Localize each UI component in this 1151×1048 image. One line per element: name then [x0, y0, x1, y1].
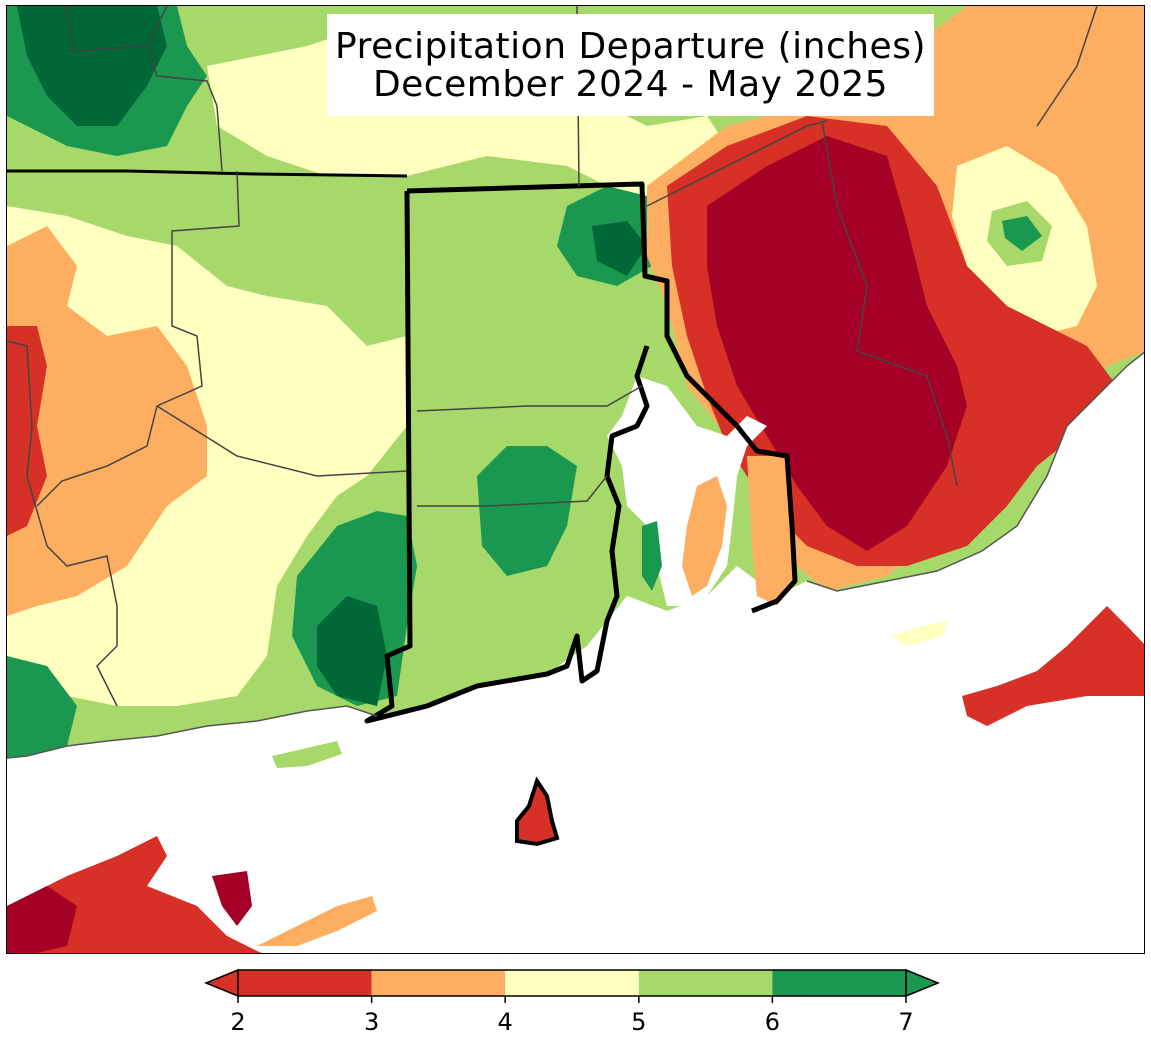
colorbar-over-arrow	[905, 968, 940, 998]
long-island-dark	[7, 886, 77, 953]
band-7plus-southcentral	[317, 596, 387, 706]
band-6-7-east	[1002, 216, 1042, 251]
colorbar-bin-3-4	[371, 970, 506, 996]
gardiners-island	[212, 871, 252, 926]
band-7plus-ri-north	[592, 221, 647, 276]
colorbar-bin-2-3	[238, 970, 372, 996]
colorbar-legend: 2 3 4 5 6 7	[204, 968, 940, 1036]
colorbar-bin-4-5	[505, 970, 639, 996]
colorbar-frame	[237, 969, 907, 997]
colorbar-tick-label: 6	[765, 1008, 780, 1036]
sakonnet-land	[747, 456, 797, 606]
precipitation-map[interactable]	[7, 6, 1145, 954]
title-line-2: December 2024 - May 2025	[372, 64, 889, 105]
colorbar-bin-6-7	[772, 970, 906, 996]
long-island-fork	[257, 896, 377, 946]
band-3-4-west	[7, 226, 207, 616]
map-panel[interactable]: Precipitation Departure (inches) Decembe…	[6, 5, 1145, 954]
title-line-1: Precipitation Departure (inches)	[335, 26, 926, 67]
narragansett-bay	[607, 376, 767, 606]
colorbar-tick-label: 4	[498, 1008, 513, 1036]
map-title: Precipitation Departure (inches) Decembe…	[327, 14, 934, 116]
band-7plus-northwest	[17, 6, 167, 126]
colorbar-tick-label: 5	[631, 1008, 646, 1036]
band-2-3-west	[7, 326, 47, 536]
block-island	[515, 776, 560, 847]
colorbar-tick-label: 3	[364, 1008, 379, 1036]
band-6-7-ri-center	[477, 446, 577, 576]
ma-ct-border	[7, 169, 408, 178]
nantucket-sound-island	[892, 621, 947, 646]
band-below2-east	[707, 136, 967, 551]
marthas-vineyard	[962, 606, 1144, 726]
aquidneck-island	[682, 476, 727, 596]
coastline	[7, 351, 1144, 759]
rhode-island-border	[364, 181, 798, 724]
colorbar-tick-label: 2	[230, 1008, 245, 1036]
conanicut-island	[642, 521, 662, 591]
fishers-island	[272, 741, 342, 768]
colorbar-bin-5-6	[638, 970, 773, 996]
band-6-7-sw	[7, 656, 77, 758]
ocean	[7, 352, 1144, 953]
colorbar-tick-label: 7	[898, 1008, 913, 1036]
colorbar-under-arrow	[204, 968, 239, 998]
county-lines	[7, 6, 1098, 707]
